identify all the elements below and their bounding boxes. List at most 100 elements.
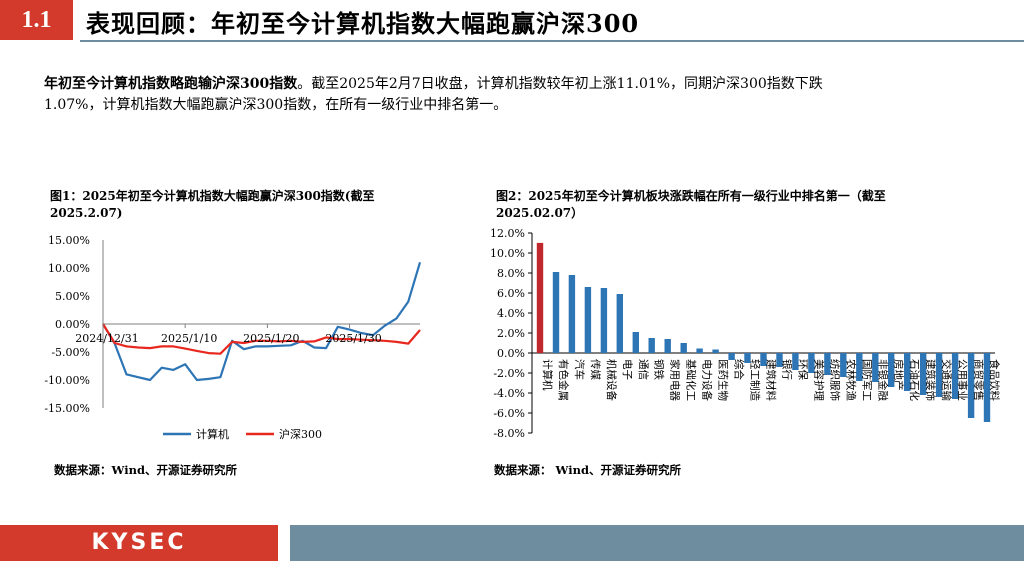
bar-4 [584,287,592,353]
figure1-source: 数据来源：Wind、开源证券研究所 [54,463,237,477]
bar-25 [920,353,927,395]
kysec-logo: KYSEC [91,530,187,555]
bar-29 [983,353,991,422]
series-line-csi300 [102,323,421,355]
y-tick-label: -5.00% [51,346,90,359]
category-label-20: 农林牧渔 [844,359,857,401]
bar-2 [552,272,560,353]
header-divider [80,40,1024,42]
bar-26 [935,353,943,397]
x-tick-label: 2025/1/20 [243,332,299,345]
category-label-9: 家用电器 [669,359,682,401]
y-tick-label: -6.0% [493,407,525,420]
y-tick-label: 10.00% [48,262,90,275]
figure2-title-line1: 图2：2025年初至今计算机板块涨跌幅在所有一级行业中排名第一（截至 [496,189,886,203]
series-line-computer [102,261,422,382]
bar-28 [967,353,975,418]
legend-label-csi300: 沪深300 [279,427,322,441]
page-title: 表现回顾：年初至今计算机指数大幅跑赢沪深300 [86,9,640,38]
bar-17 [792,353,799,370]
category-label-27: 公用事业 [956,359,969,401]
x-tick-label: 2024/12/31 [75,332,138,345]
bar-13 [728,353,735,360]
section-number-badge: 1.1 [0,0,73,40]
bar-chart-industry-returns: 12.0% 10.0% 8.0% 6.0% 4.0% 2.0% 0.0% -2.0% -4.0%… [490,227,1001,440]
bar-9 [664,339,671,353]
category-label-26: 交通运输 [940,359,953,401]
bar-22 [872,353,879,382]
bar-10 [680,343,687,353]
y-tick-label: -15.00% [44,402,90,415]
y-tick-label: -4.0% [493,387,525,400]
y-tick-label: 12.0% [490,227,525,240]
category-label-28: 商贸零售 [972,359,985,401]
y-tick-label: 0.0% [497,347,525,360]
summary-line1-text: 。截至2025年2月7日收盘，计算机指数较年初上涨11.01%，同期沪深300指… [297,76,823,92]
category-label-2: 有色金属 [557,359,570,401]
category-label-21: 国防军工 [860,359,873,401]
x-tick-label: 2025/1/10 [161,332,217,345]
category-label-13: 综合 [733,359,746,380]
y-tick-label: -2.0% [493,367,525,380]
bar-27 [951,353,959,399]
bar-20 [840,353,847,377]
category-label-8: 钢铁 [653,359,666,380]
category-label-7: 通信 [637,359,649,380]
category-label-18: 美容护理 [812,359,825,401]
y-tick-label: 4.0% [497,307,525,320]
line-chart-computer-vs-csi300: 15.00% 10.00% 5.00% 0.00% -5.00% -10.00% -15.0… [44,234,422,441]
category-label-14: 轻工制造 [749,359,762,401]
bar-3 [568,275,576,353]
bar-15 [760,353,767,366]
category-label-19: 纺织服饰 [828,359,841,401]
category-label-23: 房地产 [892,359,905,391]
x-tick-label: 2025/1/30 [325,332,381,345]
category-label-4: 传媒 [589,359,602,380]
category-label-22: 非银金融 [876,359,889,401]
figure1-title-line2: 2025.2.07) [50,206,123,220]
footer-logo-bar [0,525,278,561]
figure2-title: 图2：2025年初至今计算机板块涨跌幅在所有一级行业中排名第一（截至 2025.… [496,188,966,222]
category-label-10: 基础化工 [685,359,698,401]
bar-5 [600,288,608,353]
summary-paragraph: 年初至今计算机指数略跑输沪深300指数。截至2025年2月7日收盘，计算机指数较… [44,74,984,116]
legend-label-computer: 计算机 [196,427,229,441]
footer-gray-bar [290,525,1024,561]
bar-12 [712,349,719,353]
y-tick-label: 0.00% [55,318,90,331]
y-tick-label: 15.00% [48,234,90,247]
bar-18 [808,353,815,373]
figure2-source: 数据来源： Wind、开源证券研究所 [494,463,681,477]
summary-line2-text: 1.07%，计算机指数大幅跑赢沪深300指数，在所有一级行业中排名第一。 [44,97,508,113]
y-tick-label: 8.0% [497,267,525,280]
bar-19 [824,353,831,375]
category-label-1: 计算机 [541,359,554,391]
y-tick-label: -10.00% [44,374,90,387]
category-label-15: 建筑材料 [765,359,778,401]
category-label-29: 食品饮料 [988,359,1001,401]
summary-bold-lead: 年初至今计算机指数略跑输沪深300指数 [44,76,298,92]
y-tick-label: -8.0% [493,427,525,440]
bar-1 [536,242,544,353]
y-tick-label: 2.0% [497,327,525,340]
bar-24 [904,353,911,391]
category-label-11: 电力设备 [701,359,714,401]
figure1-title: 图1：2025年初至今计算机指数大幅跑赢沪深300指数(截至 2025.2.07… [50,188,430,222]
bar-14 [744,353,751,363]
y-tick-label: 6.0% [497,287,525,300]
category-label-6: 电子 [621,359,634,380]
category-label-25: 建筑装饰 [924,359,937,401]
y-tick-label: 10.0% [490,247,525,260]
y-tick-label: 5.00% [55,290,90,303]
category-label-3: 汽车 [573,359,586,380]
figure1-title-line1: 图1：2025年初至今计算机指数大幅跑赢沪深300指数(截至 [50,189,375,203]
bar-21 [856,353,863,381]
category-label-17: 环保 [796,359,809,380]
category-label-16: 银行 [781,359,794,380]
bar-7 [632,332,639,353]
figure2-title-line2: 2025.02.07） [496,206,584,220]
category-label-24: 石油石化 [908,359,921,401]
category-label-5: 机械设备 [605,359,618,401]
bar-6 [616,294,623,353]
bar-8 [648,338,655,353]
